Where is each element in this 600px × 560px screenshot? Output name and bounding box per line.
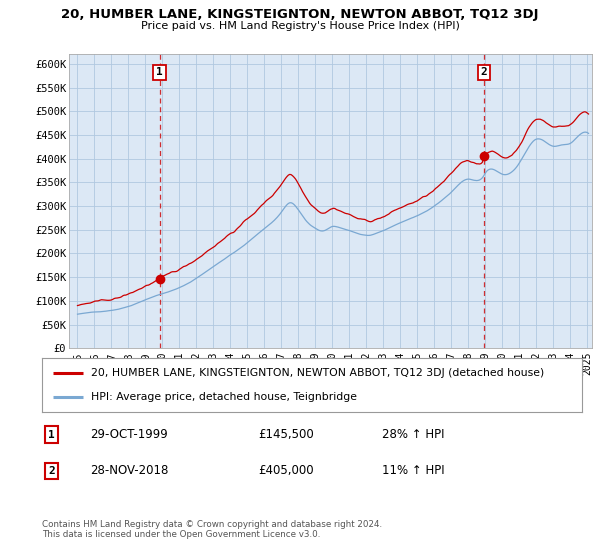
- Text: £405,000: £405,000: [258, 464, 314, 478]
- Text: 28-NOV-2018: 28-NOV-2018: [91, 464, 169, 478]
- Text: 1: 1: [156, 67, 163, 77]
- Text: 20, HUMBER LANE, KINGSTEIGNTON, NEWTON ABBOT, TQ12 3DJ (detached house): 20, HUMBER LANE, KINGSTEIGNTON, NEWTON A…: [91, 368, 544, 378]
- Text: 29-OCT-1999: 29-OCT-1999: [91, 428, 169, 441]
- Text: 28% ↑ HPI: 28% ↑ HPI: [382, 428, 445, 441]
- Text: 2: 2: [49, 466, 55, 476]
- Text: 20, HUMBER LANE, KINGSTEIGNTON, NEWTON ABBOT, TQ12 3DJ: 20, HUMBER LANE, KINGSTEIGNTON, NEWTON A…: [61, 8, 539, 21]
- Text: Price paid vs. HM Land Registry's House Price Index (HPI): Price paid vs. HM Land Registry's House …: [140, 21, 460, 31]
- Text: 11% ↑ HPI: 11% ↑ HPI: [382, 464, 445, 478]
- Text: HPI: Average price, detached house, Teignbridge: HPI: Average price, detached house, Teig…: [91, 391, 356, 402]
- Text: 1: 1: [49, 430, 55, 440]
- Text: £145,500: £145,500: [258, 428, 314, 441]
- Text: Contains HM Land Registry data © Crown copyright and database right 2024.
This d: Contains HM Land Registry data © Crown c…: [42, 520, 382, 539]
- Text: 2: 2: [481, 67, 487, 77]
